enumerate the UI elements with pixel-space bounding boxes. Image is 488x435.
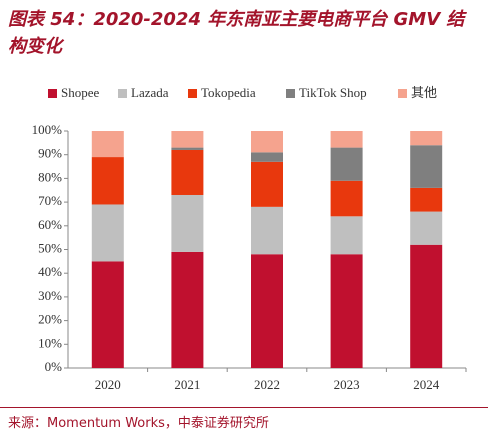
y-tick-label: 20% [38, 312, 62, 327]
bar-segment [330, 216, 363, 255]
y-tick-label: 40% [38, 264, 62, 279]
bar-segment [330, 180, 363, 217]
bar-segment [171, 147, 204, 150]
legend-swatch [188, 89, 197, 98]
legend-label: 其他 [411, 85, 437, 100]
bar-segment [330, 147, 363, 181]
legend-label: Lazada [131, 85, 169, 100]
bar-segment [91, 261, 124, 368]
legend-swatch [398, 89, 407, 98]
bar-segment [410, 187, 443, 212]
bar-segment [251, 152, 283, 162]
bar-segment [91, 131, 124, 158]
divider [0, 407, 488, 408]
bar-segment [410, 211, 443, 245]
source-note: 来源：Momentum Works，中泰证券研究所 [8, 416, 269, 431]
y-tick-label: 60% [38, 217, 62, 232]
legend-label: Shopee [61, 85, 100, 100]
y-tick-label: 10% [38, 335, 62, 350]
y-tick-label: 70% [38, 193, 62, 208]
legend-label: Tokopedia [201, 85, 256, 100]
bar-segment [171, 131, 204, 148]
x-tick-label: 2022 [254, 377, 280, 392]
bar-segment [330, 131, 363, 148]
bar-segment [410, 131, 443, 146]
bar-segment [251, 161, 283, 207]
bar-segment [251, 254, 283, 368]
legend-label: TikTok Shop [299, 85, 367, 100]
x-tick-label: 2021 [174, 377, 200, 392]
legend-swatch [48, 89, 57, 98]
chart-title: 图表 54：2020-2024 年东南亚主要电商平台 GMV 结构变化 [8, 9, 465, 57]
legend-swatch [118, 89, 127, 98]
bar-segment [251, 131, 283, 153]
y-tick-label: 30% [38, 288, 62, 303]
y-tick-label: 0% [45, 359, 63, 374]
bar-segment [91, 204, 124, 262]
y-tick-label: 80% [38, 169, 62, 184]
bar-segment [330, 254, 363, 368]
y-tick-label: 50% [38, 240, 62, 255]
x-tick-label: 2024 [413, 377, 440, 392]
bar-segment [171, 194, 204, 252]
bar-segment [91, 157, 124, 205]
bar-segment [251, 206, 283, 255]
x-tick-label: 2020 [95, 377, 121, 392]
y-tick-label: 100% [32, 122, 63, 137]
bar-segment [410, 145, 443, 188]
bar-segment [410, 244, 443, 368]
y-tick-label: 90% [38, 146, 62, 161]
legend-swatch [286, 89, 295, 98]
x-tick-label: 2023 [334, 377, 360, 392]
chart: 0% 10% 20% 30% 40% 50% 60% 70% 80% 90% 100% Shopee L… [32, 85, 467, 392]
bar-segment [171, 251, 204, 368]
bar-segment [171, 149, 204, 195]
